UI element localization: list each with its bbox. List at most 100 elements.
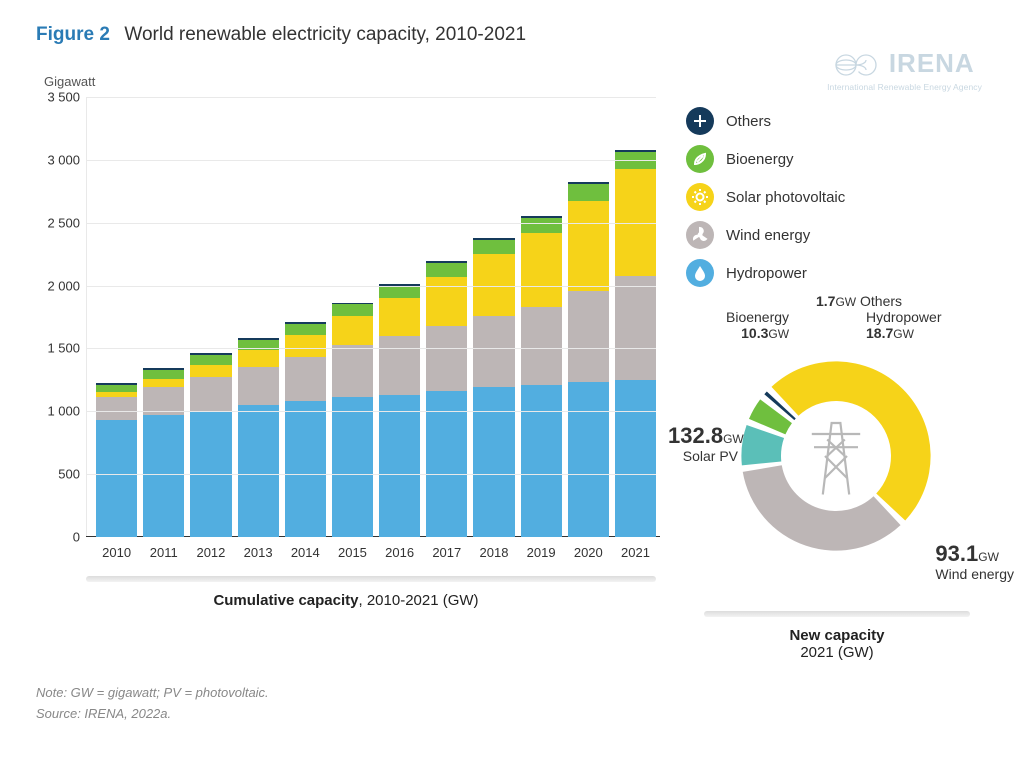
donut-svg	[726, 346, 946, 566]
bar-2015	[332, 303, 373, 537]
seg-wind	[379, 336, 420, 395]
seg-hydropower	[568, 382, 609, 537]
seg-hydropower	[473, 387, 514, 537]
seg-solar	[143, 379, 184, 388]
seg-hydropower	[521, 385, 562, 537]
legend-item-hydro: Hydropower	[686, 259, 988, 287]
seg-wind	[615, 276, 656, 380]
legend-item-solar: Solar photovoltaic	[686, 183, 988, 211]
bars-container	[96, 97, 656, 537]
legend-item-wind: Wind energy	[686, 221, 988, 249]
seg-wind	[426, 326, 467, 391]
y-tick-label: 2 500	[32, 215, 80, 230]
seg-hydropower	[143, 415, 184, 537]
seg-solar	[521, 233, 562, 307]
donut-label-bio: Bioenergy 10.3GW	[726, 309, 789, 342]
x-tick-label: 2011	[143, 545, 184, 560]
bar-2019	[521, 216, 562, 537]
bar-2010	[96, 383, 137, 537]
seg-bioenergy	[473, 240, 514, 254]
y-tick-label: 3 000	[32, 152, 80, 167]
globe-icon	[834, 53, 878, 77]
seg-wind	[332, 345, 373, 398]
x-tick-label: 2019	[521, 545, 562, 560]
x-tick-label: 2021	[615, 545, 656, 560]
seg-bioenergy	[143, 370, 184, 379]
donut-label-solar: 132.8GW Solar PV	[668, 423, 738, 464]
donut-subtitle-bar	[704, 611, 970, 617]
bar-chart-caption: Cumulative capacity, 2010-2021 (GW)	[36, 592, 656, 609]
donut-caption: New capacity 2021 (GW)	[686, 627, 988, 661]
donut-label-others: 1.7GW Others	[816, 293, 902, 310]
x-tick-label: 2015	[332, 545, 373, 560]
drop-icon	[686, 259, 714, 287]
y-tick-label: 500	[32, 467, 80, 482]
bar-2014	[285, 322, 326, 537]
y-tick-label: 1 500	[32, 341, 80, 356]
seg-solar	[190, 365, 231, 378]
seg-hydropower	[332, 397, 373, 537]
seg-hydropower	[238, 405, 279, 537]
seg-wind	[473, 316, 514, 388]
gridline	[86, 286, 656, 287]
legend-label: Others	[726, 113, 771, 130]
seg-wind	[190, 377, 231, 411]
figure-header: Figure 2 World renewable electricity cap…	[36, 24, 988, 46]
x-tick-label: 2016	[379, 545, 420, 560]
donut-label-wind: 93.1GW Wind energy	[935, 541, 1014, 582]
seg-solar	[426, 277, 467, 326]
seg-bioenergy	[96, 385, 137, 393]
footnotes: Note: GW = gigawatt; PV = photovoltaic. …	[36, 683, 988, 725]
seg-solar	[379, 298, 420, 336]
seg-solar	[285, 335, 326, 357]
footnote-source: Source: IRENA, 2022a.	[36, 704, 988, 725]
bar-2018	[473, 238, 514, 537]
bar-2013	[238, 338, 279, 537]
seg-solar	[238, 350, 279, 367]
legend-label: Solar photovoltaic	[726, 189, 845, 206]
legend-item-bioenergy: Bioenergy	[686, 145, 988, 173]
legend-item-others: Others	[686, 107, 988, 135]
seg-bioenergy	[285, 324, 326, 335]
gridline	[86, 97, 656, 98]
seg-wind	[521, 307, 562, 385]
x-tick-label: 2017	[426, 545, 467, 560]
y-tick-label: 1 000	[32, 404, 80, 419]
seg-wind	[285, 357, 326, 401]
bar-2012	[190, 353, 231, 537]
legend-label: Hydropower	[726, 265, 807, 282]
seg-wind	[568, 291, 609, 383]
seg-bioenergy	[379, 286, 420, 299]
x-tick-label: 2018	[473, 545, 514, 560]
bar-chart-panel: 05001 0001 5002 0002 5003 0003 500 20102…	[36, 97, 656, 661]
footnote-note: Note: GW = gigawatt; PV = photovoltaic.	[36, 683, 988, 704]
gridline	[86, 160, 656, 161]
sun-icon	[686, 183, 714, 211]
donut-chart: 132.8GW Solar PV 93.1GW Wind energy Hydr…	[686, 311, 986, 601]
seg-hydropower	[285, 401, 326, 537]
stacked-bar-chart: 05001 0001 5002 0002 5003 0003 500	[86, 97, 656, 537]
gridline	[86, 223, 656, 224]
subtitle-bar	[86, 576, 656, 582]
x-tick-label: 2014	[285, 545, 326, 560]
logo-text: IRENA	[889, 48, 975, 78]
leaf-icon	[686, 145, 714, 173]
seg-hydropower	[96, 420, 137, 537]
legend: Others Bioenergy Solar photovoltaic Wind en…	[686, 107, 988, 287]
seg-solar	[568, 201, 609, 291]
fan-icon	[686, 221, 714, 249]
seg-bioenergy	[190, 355, 231, 365]
gridline	[86, 474, 656, 475]
seg-hydropower	[615, 380, 656, 537]
seg-bioenergy	[568, 184, 609, 200]
logo-subtitle: International Renewable Energy Agency	[827, 82, 982, 92]
x-tick-label: 2012	[190, 545, 231, 560]
gridline	[86, 348, 656, 349]
seg-bioenergy	[521, 218, 562, 233]
bar-2020	[568, 182, 609, 537]
donut-slice-wind	[743, 465, 901, 550]
x-tick-label: 2020	[568, 545, 609, 560]
pylon-icon	[812, 423, 860, 495]
seg-hydropower	[379, 395, 420, 537]
y-tick-label: 2 000	[32, 278, 80, 293]
